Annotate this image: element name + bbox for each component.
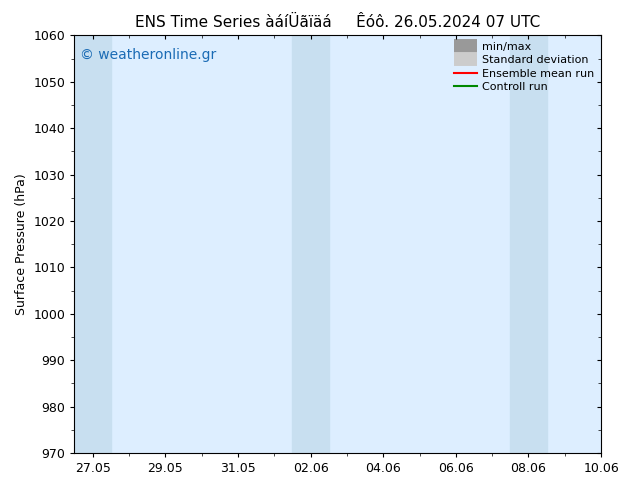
Bar — [74, 35, 111, 453]
Bar — [292, 35, 328, 453]
Y-axis label: Surface Pressure (hPa): Surface Pressure (hPa) — [15, 173, 28, 315]
Legend: min/max, Standard deviation, Ensemble mean run, Controll run: min/max, Standard deviation, Ensemble me… — [450, 38, 599, 97]
Bar — [510, 35, 547, 453]
Text: © weatheronline.gr: © weatheronline.gr — [80, 48, 216, 62]
Title: ENS Time Series àáíÜãïäá     Êóô. 26.05.2024 07 UTC: ENS Time Series àáíÜãïäá Êóô. 26.05.2024… — [135, 15, 540, 30]
